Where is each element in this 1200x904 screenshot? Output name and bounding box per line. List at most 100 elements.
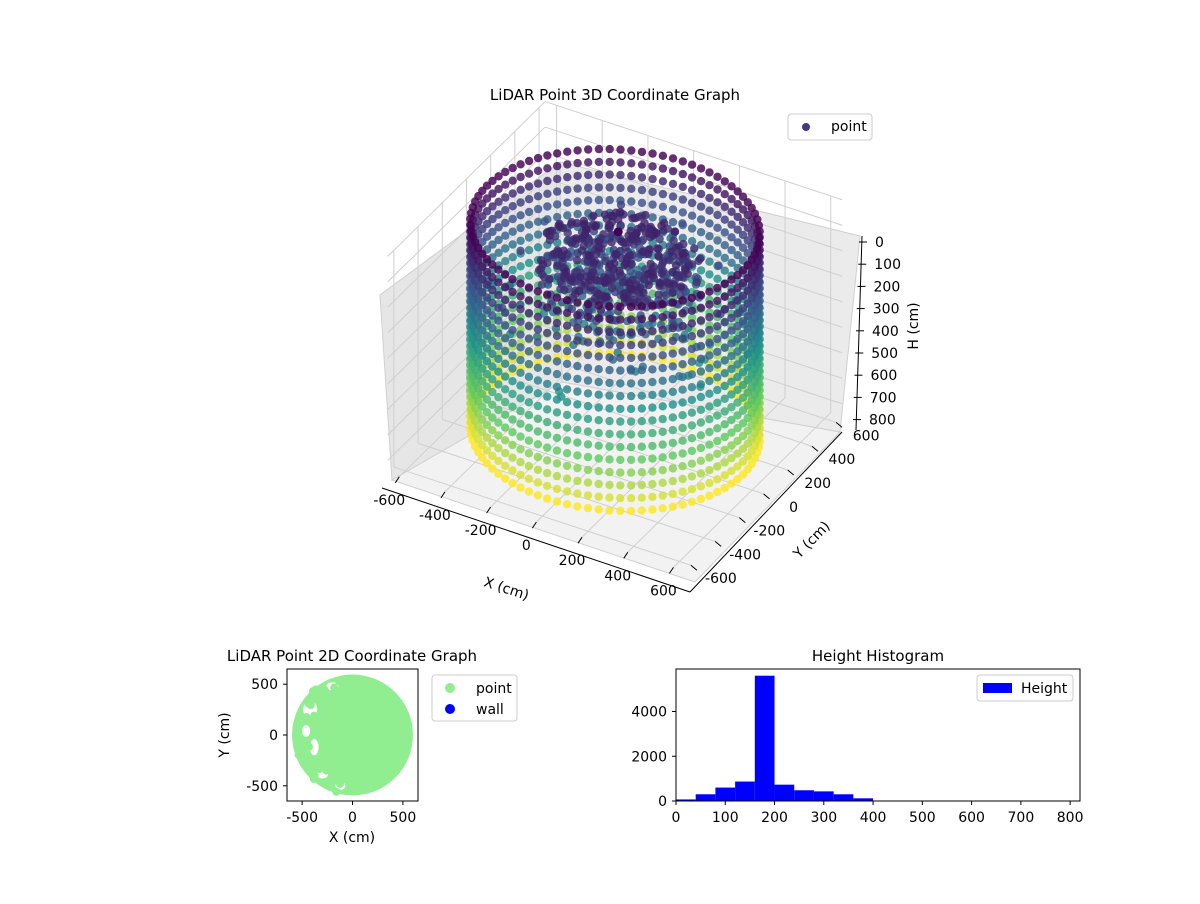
- y-tick-label-3d: 600: [853, 428, 880, 444]
- data-point-3d: [584, 402, 592, 410]
- data-point-3d: [705, 288, 713, 296]
- data-point-3d: [721, 305, 729, 313]
- data-point-3d: [595, 493, 603, 501]
- x-axis-label-2d: X (cm): [329, 830, 375, 846]
- data-point-3d: [627, 354, 635, 362]
- data-point-3d: [508, 415, 516, 423]
- data-point-3d: [697, 228, 705, 236]
- data-point-3d: [494, 419, 502, 427]
- data-point-3d: [494, 380, 502, 388]
- data-point-3d: [705, 313, 713, 321]
- x-tick-label-2d: 500: [390, 810, 417, 826]
- data-point-3d: [669, 490, 677, 498]
- data-point-3d: [705, 428, 713, 436]
- data-point-3d: [553, 306, 561, 314]
- legend-2d-marker-point: [445, 683, 455, 693]
- data-point-3d: [584, 158, 592, 166]
- data-point-3d: [644, 250, 652, 258]
- data-point-3d: [721, 407, 729, 415]
- data-point-3d: [638, 341, 646, 349]
- data-point-3d: [627, 456, 635, 464]
- data-point-3d: [669, 167, 677, 175]
- data-point-3d: [543, 202, 551, 210]
- data-point-3d: [678, 322, 686, 330]
- data-point-3d: [525, 398, 533, 406]
- x-tick-label-3d: 200: [559, 553, 586, 569]
- data-point-3d: [534, 351, 542, 359]
- data-point-3d: [573, 336, 581, 344]
- data-point-3d: [697, 380, 705, 388]
- data-point-3d: [617, 201, 625, 209]
- data-point-3d: [721, 318, 729, 326]
- data-point-3d: [595, 352, 603, 360]
- data-point-3d: [501, 474, 509, 482]
- data-point-3d: [525, 373, 533, 381]
- data-point-3d: [713, 309, 721, 317]
- data-point-3d: [591, 294, 599, 302]
- data-point-3d: [721, 356, 729, 364]
- data-point-3d: [595, 378, 603, 386]
- data-point-3d: [705, 245, 713, 253]
- data-point-3d: [605, 263, 613, 271]
- data-point-3d: [705, 219, 713, 227]
- data-point-3d: [525, 157, 533, 165]
- data-point-3d: [501, 449, 509, 457]
- data-point-3d: [543, 303, 551, 311]
- data-point-3d: [534, 478, 542, 486]
- data-point-3d: [563, 186, 571, 194]
- data-point-3d: [501, 411, 509, 419]
- data-point-3d: [501, 309, 509, 317]
- data-point-3d: [659, 466, 667, 474]
- data-point-3d: [595, 170, 603, 178]
- data-point-3d: [639, 289, 647, 297]
- data-point-3d: [659, 428, 667, 436]
- y-tick-label-3d: -200: [753, 524, 785, 540]
- data-point-3d: [705, 364, 713, 372]
- data-point-2d: [292, 724, 300, 732]
- data-point-3d: [534, 205, 542, 213]
- data-point-3d: [721, 446, 729, 454]
- histogram-bar: [775, 785, 795, 801]
- data-point-3d: [688, 332, 696, 340]
- data-point-3d: [595, 442, 603, 450]
- data-point-3d: [616, 494, 624, 502]
- histogram-bar: [696, 794, 716, 801]
- data-point-3d: [509, 189, 517, 197]
- data-point-3d: [494, 431, 502, 439]
- data-point-3d: [713, 284, 721, 292]
- data-point-3d: [638, 160, 646, 168]
- data-point-3d: [508, 275, 516, 283]
- data-point-3d: [516, 198, 524, 206]
- z-tick-label-3d: 800: [869, 413, 896, 429]
- data-point-3d: [659, 479, 667, 487]
- data-point-3d: [501, 334, 509, 342]
- x-tick-label-2d: -500: [286, 810, 318, 826]
- z-tick-label-3d: 200: [874, 279, 901, 295]
- data-point-3d: [638, 379, 646, 387]
- data-point-3d: [534, 300, 542, 308]
- data-point-3d: [525, 221, 533, 229]
- data-point-2d: [332, 788, 340, 796]
- data-point-3d: [516, 292, 524, 300]
- data-point-3d: [648, 480, 656, 488]
- data-point-3d: [595, 416, 603, 424]
- data-point-3d: [616, 456, 624, 464]
- data-point-2d: [337, 676, 345, 684]
- data-point-3d: [638, 315, 646, 323]
- x-tick-label-3d: 0: [522, 538, 531, 554]
- data-point-3d: [721, 241, 729, 249]
- data-point-3d: [605, 366, 613, 374]
- data-point-3d: [543, 190, 551, 198]
- data-point-3d: [638, 468, 646, 476]
- data-point-3d: [563, 436, 571, 444]
- histogram-bar: [735, 782, 755, 801]
- data-point-3d: [573, 502, 581, 510]
- data-point-3d: [534, 389, 542, 397]
- data-point-3d: [627, 341, 635, 349]
- data-point-3d: [543, 418, 551, 426]
- data-point-2d: [311, 771, 319, 779]
- data-point-3d: [534, 376, 542, 384]
- data-point-3d: [705, 492, 713, 500]
- data-point-3d: [697, 329, 705, 337]
- data-point-3d: [627, 443, 635, 451]
